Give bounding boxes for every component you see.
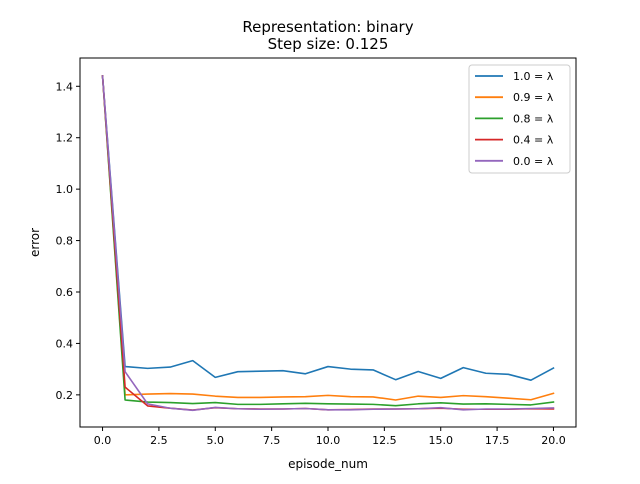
y-axis-ticks: 0.2 0.4 0.6 0.8 1.0 1.2 1.4 xyxy=(56,80,80,402)
legend-label-3: 0.4 = λ xyxy=(513,134,554,147)
x-tick-label: 7.5 xyxy=(263,434,281,447)
series-line-0 xyxy=(101,75,555,382)
series-line-1 xyxy=(101,75,555,401)
x-tick-label: 2.5 xyxy=(150,434,168,447)
x-tick-label: 10.0 xyxy=(316,434,341,447)
series-line-4 xyxy=(101,75,555,412)
legend-label-1: 0.9 = λ xyxy=(513,91,554,104)
y-tick-label: 0.4 xyxy=(56,337,74,350)
y-tick-label: 0.6 xyxy=(56,286,74,299)
x-tick-label: 0.0 xyxy=(94,434,112,447)
y-tick-label: 1.0 xyxy=(56,183,74,196)
x-tick-label: 15.0 xyxy=(428,434,453,447)
y-tick-label: 1.2 xyxy=(56,132,74,145)
y-tick-label: 0.8 xyxy=(56,235,74,248)
y-axis-label: error xyxy=(28,228,42,257)
x-axis-ticks: 0.0 2.5 5.0 7.5 10.0 12.5 15.0 17.5 20.0 xyxy=(94,427,566,447)
series-layer xyxy=(101,75,555,412)
legend: 1.0 = λ 0.9 = λ 0.8 = λ 0.4 = λ 0.0 = λ xyxy=(468,64,571,174)
x-axis-label: episode_num xyxy=(288,457,368,471)
chart-subtitle: Step size: 0.125 xyxy=(268,35,389,53)
legend-label-4: 0.0 = λ xyxy=(513,155,554,168)
x-tick-label: 17.5 xyxy=(485,434,510,447)
y-tick-label: 0.2 xyxy=(56,389,74,402)
chart-title: Representation: binary xyxy=(242,18,413,36)
x-tick-label: 12.5 xyxy=(372,434,397,447)
legend-label-2: 0.8 = λ xyxy=(513,112,554,125)
y-tick-label: 1.4 xyxy=(56,80,74,93)
series-line-2 xyxy=(101,75,555,407)
x-tick-label: 5.0 xyxy=(207,434,225,447)
legend-frame xyxy=(468,64,571,174)
legend-label-0: 1.0 = λ xyxy=(513,70,554,83)
x-tick-label: 20.0 xyxy=(541,434,566,447)
